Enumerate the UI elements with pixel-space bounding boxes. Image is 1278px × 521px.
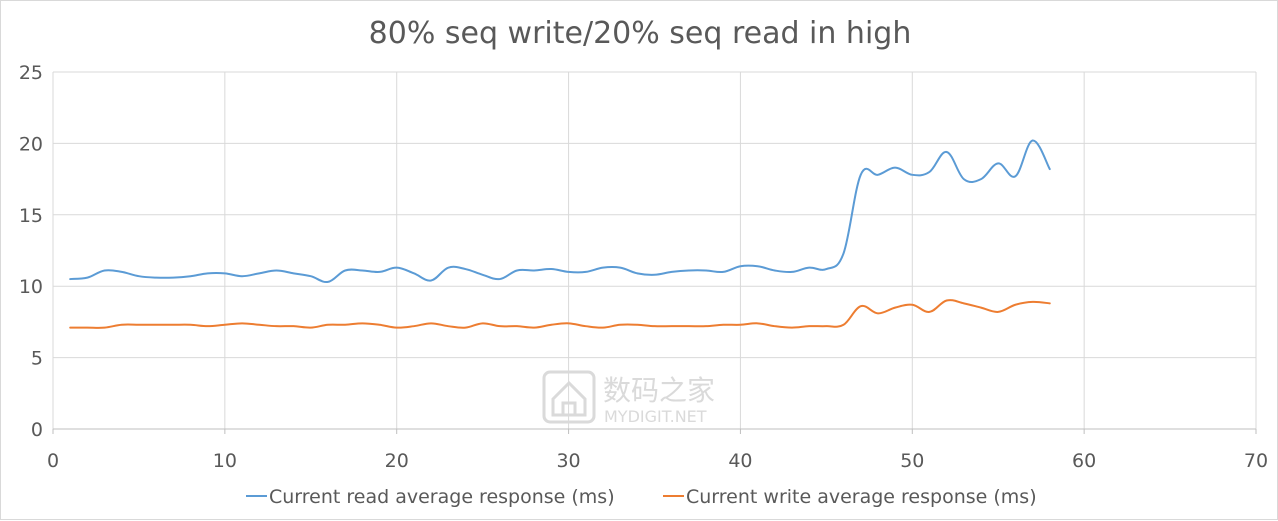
y-tick-label: 20 — [19, 133, 43, 155]
x-tick-label: 40 — [728, 450, 752, 472]
legend-label: Current read average response (ms) — [269, 486, 615, 508]
y-tick-label: 15 — [19, 205, 43, 227]
series-lines — [69, 139, 1051, 329]
legend: Current read average response (ms) Curren… — [246, 486, 1037, 508]
grid-lines — [52, 71, 1257, 429]
y-tick-label: 0 — [31, 419, 43, 441]
x-tick-label: 50 — [900, 450, 924, 472]
x-tick-label: 10 — [213, 450, 237, 472]
series-line-read — [69, 139, 1051, 284]
x-tick-label: 70 — [1244, 450, 1268, 472]
watermark-cn-text: 数码之家 — [603, 374, 715, 407]
x-tick-label: 30 — [556, 450, 580, 472]
x-tick-label: 60 — [1072, 450, 1096, 472]
x-tick-label: 20 — [385, 450, 409, 472]
watermark-en-text: MYDIGIT.NET — [604, 407, 707, 426]
legend-label: Current write average response (ms) — [686, 486, 1037, 508]
watermark: 数码之家 MYDIGIT.NET — [542, 370, 715, 426]
watermark-logo-icon — [542, 370, 596, 424]
y-tick-label: 10 — [19, 276, 43, 298]
chart-title: 80% seq write/20% seq read in high — [369, 16, 912, 51]
axes: 0 5 10 15 20 25 0 10 20 30 40 50 60 70 — [19, 62, 1268, 472]
y-tick-label: 25 — [19, 62, 43, 84]
y-tick-label: 5 — [31, 348, 43, 370]
x-tick-label: 0 — [47, 450, 59, 472]
series-line-write — [69, 299, 1051, 329]
